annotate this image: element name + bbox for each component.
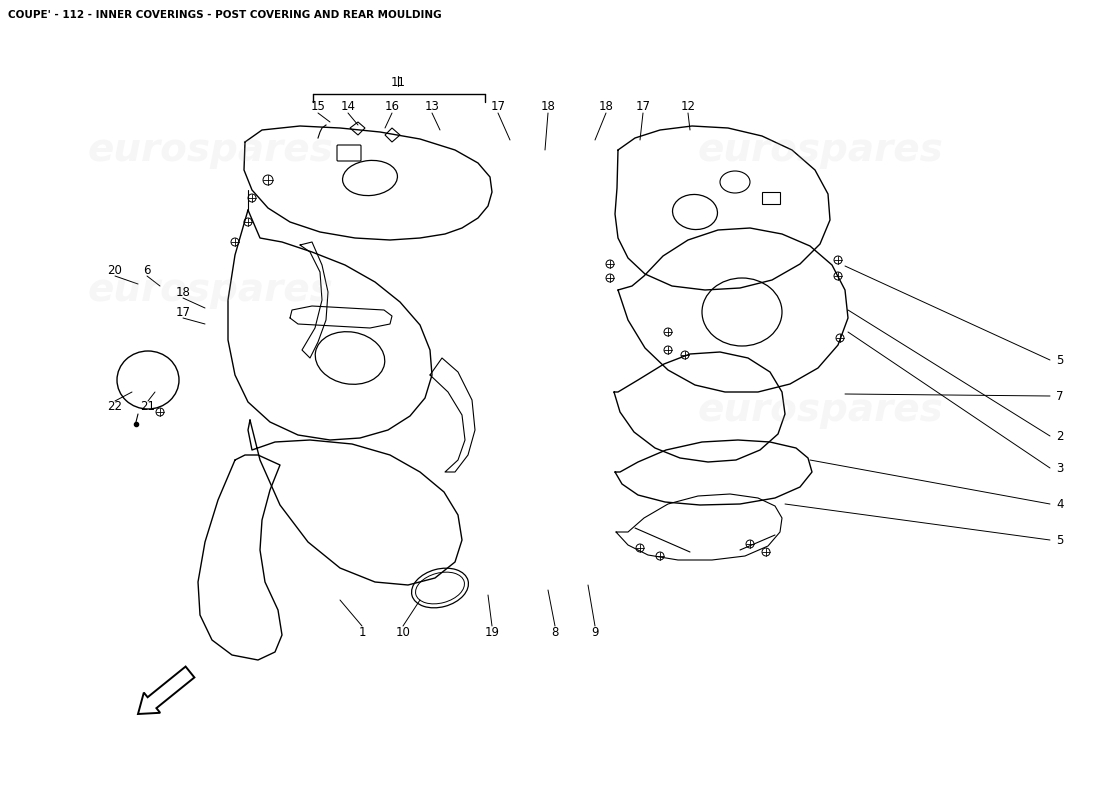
Text: 5: 5 [1056, 534, 1064, 546]
Text: 1: 1 [359, 626, 365, 638]
Text: 7: 7 [1056, 390, 1064, 402]
Bar [762, 192, 780, 204]
Text: 18: 18 [176, 286, 190, 298]
FancyArrow shape [138, 666, 195, 714]
Text: 6: 6 [143, 263, 151, 277]
Text: 18: 18 [598, 101, 614, 114]
Text: 13: 13 [425, 101, 439, 114]
Text: 17: 17 [176, 306, 190, 318]
Text: 4: 4 [1056, 498, 1064, 510]
Text: 19: 19 [484, 626, 499, 638]
Text: eurospares: eurospares [697, 391, 943, 429]
Text: 8: 8 [551, 626, 559, 638]
Text: 17: 17 [636, 101, 650, 114]
Text: 11: 11 [390, 75, 406, 89]
Text: 10: 10 [396, 626, 410, 638]
Text: 5: 5 [1056, 354, 1064, 366]
Text: 12: 12 [681, 101, 695, 114]
Text: 22: 22 [108, 401, 122, 414]
Text: COUPE' - 112 - INNER COVERINGS - POST COVERING AND REAR MOULDING: COUPE' - 112 - INNER COVERINGS - POST CO… [8, 10, 441, 20]
Text: 17: 17 [491, 101, 506, 114]
Text: 21: 21 [141, 401, 155, 414]
Text: eurospares: eurospares [87, 131, 333, 169]
Text: 20: 20 [108, 263, 122, 277]
Text: 2: 2 [1056, 430, 1064, 442]
Text: 16: 16 [385, 101, 399, 114]
Text: eurospares: eurospares [87, 271, 333, 309]
Text: eurospares: eurospares [697, 131, 943, 169]
Text: 15: 15 [310, 101, 326, 114]
Text: 14: 14 [341, 101, 355, 114]
Text: 18: 18 [540, 101, 556, 114]
Text: 3: 3 [1056, 462, 1064, 474]
Text: 9: 9 [592, 626, 598, 638]
